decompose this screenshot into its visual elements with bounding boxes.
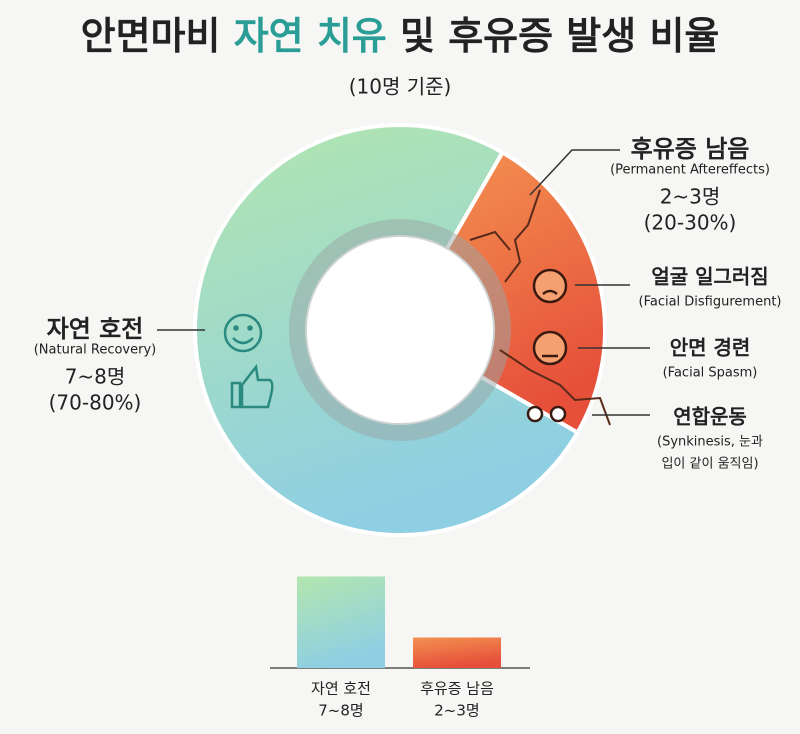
annotation-text: (Facial Disfigurement) — [639, 295, 782, 310]
segment-percent: (70-80%) — [49, 391, 142, 415]
segment-label: 후유증 남음 — [631, 135, 750, 163]
title-part: 및 후유증 발생 비율 — [400, 14, 719, 58]
title: 안면마비 자연 치유 및 후유증 발생 비율 — [81, 14, 720, 58]
bar-label: 후유증 남음 — [420, 680, 494, 698]
bar — [413, 637, 501, 668]
subtitle: (10명 기준) — [349, 75, 452, 99]
bar-count: 2~3명 — [434, 702, 479, 720]
segment-percent: (20-30%) — [644, 211, 737, 235]
inner-ring — [289, 219, 511, 441]
segment-count: 7~8명 — [65, 365, 126, 389]
bar-count: 7~8명 — [318, 702, 363, 720]
annotation-title: 연합운동 — [673, 405, 747, 429]
bar-label: 자연 호전 — [311, 680, 371, 698]
segment-english: (Natural Recovery) — [34, 343, 157, 358]
thumb-icon — [230, 363, 274, 409]
bar-chart: 자연 호전 7~8명 후유증 남음 2~3명 — [270, 576, 530, 720]
annotation-text: (Facial Spasm) — [663, 366, 758, 381]
segment-count: 2~3명 — [660, 185, 721, 209]
donut-hole — [307, 237, 493, 423]
segment-label: 자연 호전 — [47, 315, 144, 343]
bar — [297, 576, 385, 668]
smile-icon — [223, 313, 263, 353]
title-highlight: 자연 치유 — [234, 14, 387, 58]
title-part: 안면마비 — [81, 14, 221, 58]
annotation-text: (Synkinesis, 눈과 — [657, 435, 763, 450]
segment-english: (Permanent Aftereffects) — [610, 163, 770, 178]
annotation-text: 입이 같이 움직임) — [661, 457, 758, 472]
cracks — [469, 189, 611, 426]
annotation-title: 안면 경련 — [670, 336, 751, 360]
annotation-title: 얼굴 일그러짐 — [651, 265, 768, 289]
face-icon — [526, 268, 568, 423]
leader-lines — [157, 149, 650, 416]
